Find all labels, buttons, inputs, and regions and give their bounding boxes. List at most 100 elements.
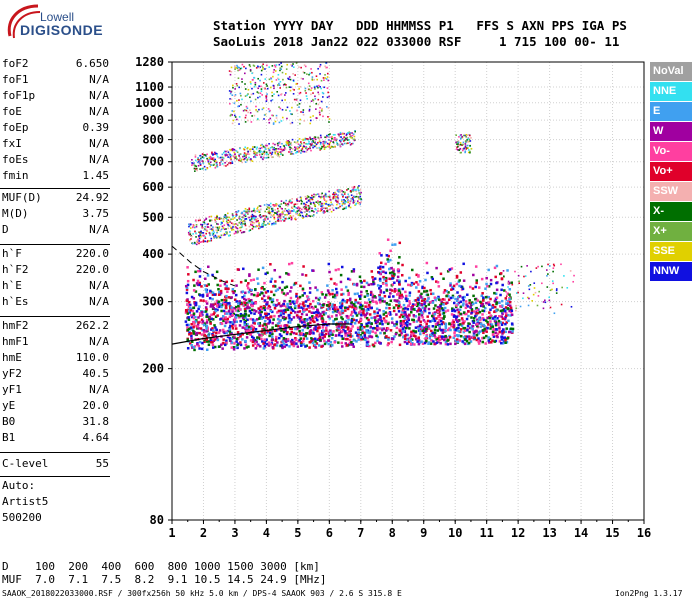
echo-dot <box>253 319 257 322</box>
echo-dot <box>190 340 194 343</box>
echo-dot <box>236 230 239 232</box>
echo-dot <box>246 210 248 213</box>
echo-dot <box>346 326 350 329</box>
echo-dot <box>505 295 508 297</box>
echo-dot <box>273 216 276 219</box>
echo-dot <box>263 215 265 217</box>
echo-dot <box>460 151 462 154</box>
echo-dot <box>469 151 471 154</box>
echo-dot <box>431 331 434 335</box>
echo-dot <box>238 99 240 101</box>
echo-dot <box>213 324 216 327</box>
echo-dot <box>493 266 497 270</box>
echo-dot <box>193 324 196 327</box>
echo-dot <box>219 289 223 293</box>
echo-dot <box>280 65 283 68</box>
echo-dot <box>225 312 228 315</box>
echo-dot <box>469 340 473 343</box>
echo-dot <box>194 333 198 336</box>
echo-dot <box>239 341 242 344</box>
echo-dot <box>423 301 427 304</box>
echo-dot <box>442 303 445 306</box>
echo-dot <box>225 296 228 299</box>
echo-dot <box>243 155 246 157</box>
echo-dot <box>251 213 254 216</box>
echo-dot <box>461 318 464 322</box>
echo-dot <box>304 89 307 92</box>
echo-dot <box>365 341 369 344</box>
echo-dot <box>225 330 228 333</box>
echo-dot <box>501 332 504 335</box>
echo-dot <box>232 348 236 351</box>
echo-dot <box>458 284 461 288</box>
echo-dot <box>316 78 319 81</box>
echo-dot <box>231 229 233 231</box>
echo-dot <box>319 338 322 342</box>
echo-dot <box>305 92 307 94</box>
echo-dot <box>244 223 246 225</box>
echo-dot <box>505 290 507 293</box>
echo-dot <box>256 117 259 120</box>
echo-dot <box>302 71 305 73</box>
echo-dot <box>376 314 379 318</box>
echo-dot <box>261 266 265 270</box>
echo-dot <box>552 263 555 266</box>
echo-dot <box>344 200 346 202</box>
echo-dot <box>436 310 440 314</box>
echo-dot <box>232 86 234 89</box>
echo-dot <box>279 311 283 315</box>
echo-dot <box>305 197 308 200</box>
divider <box>0 244 110 245</box>
echo-dot <box>300 202 303 205</box>
echo-dot <box>517 274 520 277</box>
echo-dot <box>353 135 356 138</box>
echo-dot <box>431 299 435 303</box>
echo-dot <box>462 149 464 152</box>
echo-dot <box>489 308 492 311</box>
echo-dot <box>435 266 438 270</box>
echo-dot <box>501 342 505 345</box>
echo-dot <box>452 301 456 305</box>
echo-dot <box>345 138 348 141</box>
echo-dot <box>334 191 336 194</box>
echo-dot <box>268 121 271 124</box>
echo-dot <box>508 298 511 301</box>
echo-dot <box>209 227 212 230</box>
electron-density-profile <box>171 323 350 345</box>
echo-dot <box>387 342 390 345</box>
echo-dot <box>274 220 277 223</box>
echo-dot <box>418 341 422 344</box>
echo-dot <box>305 332 309 335</box>
echo-dot <box>277 218 279 220</box>
echo-dot <box>439 304 442 308</box>
echo-dot <box>392 274 395 278</box>
echo-dot <box>239 221 242 223</box>
echo-dot <box>404 297 408 300</box>
echo-dot <box>457 314 460 317</box>
echo-dot <box>364 313 368 317</box>
echo-dot <box>351 132 353 134</box>
echo-dot <box>482 323 485 327</box>
echo-dot <box>286 213 288 216</box>
echo-dot <box>214 315 218 318</box>
echo-dot <box>322 195 325 198</box>
echo-dot <box>358 301 362 305</box>
echo-dot <box>319 196 321 198</box>
echo-dot <box>382 291 386 294</box>
echo-dot <box>241 333 245 336</box>
echo-dot <box>248 225 251 228</box>
param-name: foF1p <box>2 89 36 102</box>
echo-dot <box>248 153 251 156</box>
echo-dot <box>289 200 292 203</box>
echo-dot <box>280 334 283 338</box>
echo-dot <box>200 157 203 160</box>
echo-dot <box>328 190 330 193</box>
echo-dot <box>203 228 206 230</box>
echo-dot <box>337 333 341 337</box>
echo-dot <box>467 149 470 151</box>
echo-dot <box>547 263 549 266</box>
echo-dot <box>498 328 501 331</box>
echo-dot <box>188 333 191 336</box>
echo-dot <box>494 292 498 295</box>
echo-dot <box>259 216 262 219</box>
